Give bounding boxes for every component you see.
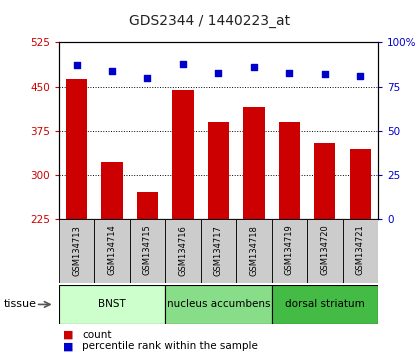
Bar: [314, 143, 336, 219]
Text: GSM134716: GSM134716: [178, 225, 187, 275]
Text: nucleus accumbens: nucleus accumbens: [167, 299, 270, 309]
Bar: [165, 285, 272, 324]
Text: GSM134720: GSM134720: [320, 225, 329, 275]
Bar: [236, 219, 272, 283]
Bar: [130, 219, 165, 283]
Bar: [201, 219, 236, 283]
Text: GSM134719: GSM134719: [285, 225, 294, 275]
Bar: [101, 162, 123, 219]
Text: GSM134718: GSM134718: [249, 225, 258, 275]
Bar: [208, 122, 229, 219]
Bar: [272, 219, 307, 283]
Text: GSM134721: GSM134721: [356, 225, 365, 275]
Text: count: count: [82, 330, 111, 340]
Text: percentile rank within the sample: percentile rank within the sample: [82, 341, 258, 351]
Text: GSM134713: GSM134713: [72, 225, 81, 275]
Point: [109, 68, 116, 74]
Bar: [279, 122, 300, 219]
Point: [215, 70, 222, 75]
Text: ■: ■: [63, 341, 74, 351]
Bar: [59, 219, 94, 283]
Text: ■: ■: [63, 330, 74, 340]
Bar: [272, 285, 378, 324]
Bar: [165, 219, 201, 283]
Text: dorsal striatum: dorsal striatum: [285, 299, 365, 309]
Bar: [137, 192, 158, 219]
Bar: [59, 285, 165, 324]
Bar: [343, 219, 378, 283]
Text: GSM134717: GSM134717: [214, 225, 223, 275]
Text: GDS2344 / 1440223_at: GDS2344 / 1440223_at: [129, 14, 291, 28]
Point: [250, 64, 257, 70]
Point: [73, 63, 80, 68]
Point: [321, 72, 328, 77]
Bar: [94, 219, 130, 283]
Text: GSM134715: GSM134715: [143, 225, 152, 275]
Point: [180, 61, 186, 67]
Point: [357, 73, 364, 79]
Text: BNST: BNST: [98, 299, 126, 309]
Bar: [349, 149, 371, 219]
Bar: [66, 79, 87, 219]
Text: GSM134714: GSM134714: [108, 225, 116, 275]
Bar: [307, 219, 343, 283]
Point: [144, 75, 151, 81]
Bar: [243, 107, 265, 219]
Bar: [172, 90, 194, 219]
Text: tissue: tissue: [4, 299, 37, 309]
Point: [286, 70, 293, 75]
